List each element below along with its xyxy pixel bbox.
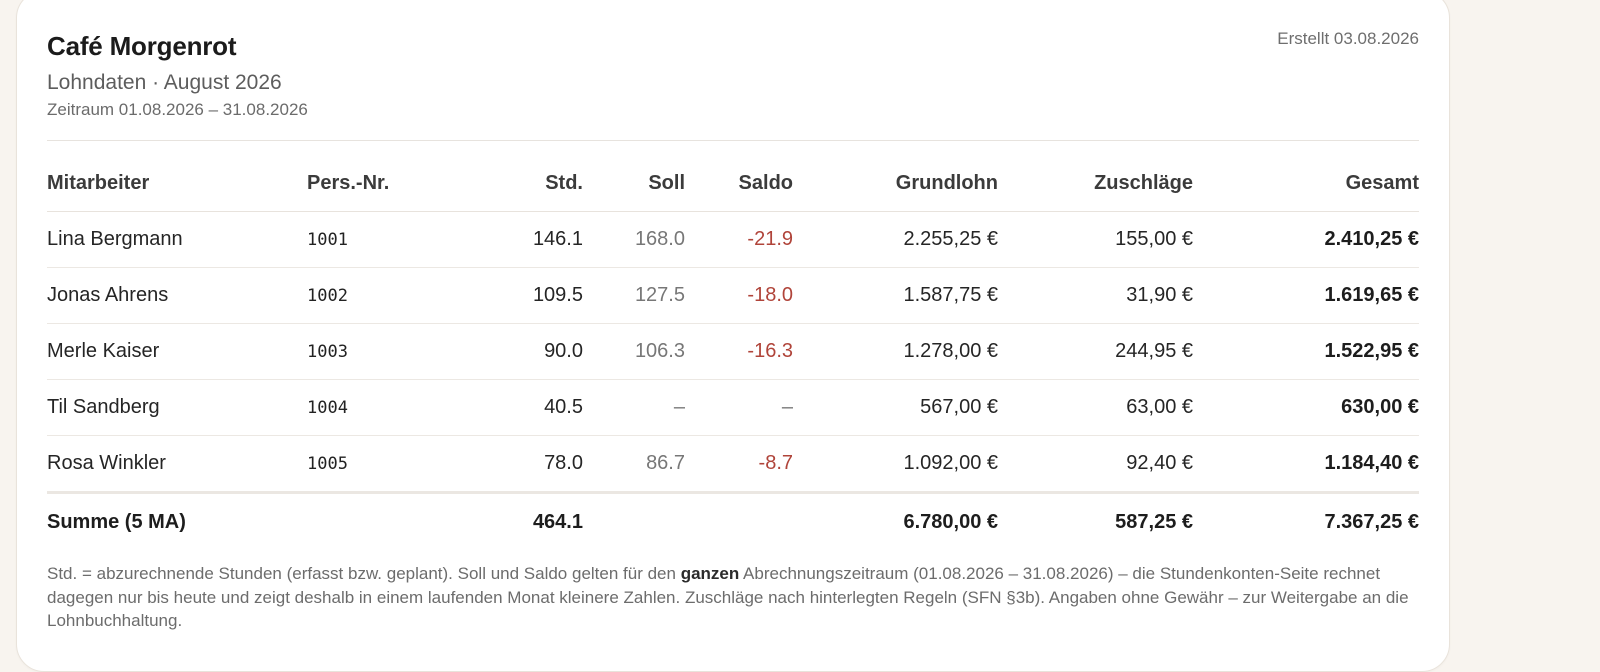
table-row: Merle Kaiser 1003 90.0 106.3 -16.3 1.278… (47, 323, 1419, 380)
company-name: Café Morgenrot (47, 31, 237, 61)
cell-hours: 146.1 (427, 211, 583, 268)
table-row: Til Sandberg 1004 40.5 – – 567,00 € 63,0… (47, 379, 1419, 436)
summary-label: Summe (5 MA) (47, 511, 186, 533)
cell-hours: 40.5 (427, 379, 583, 436)
cell-balance: -8.7 (685, 435, 793, 494)
cell-hours: 78.0 (427, 435, 583, 494)
cell-balance: – (685, 379, 793, 436)
col-header-base-pay: Grundlohn (793, 156, 998, 212)
cell-hours: 109.5 (427, 267, 583, 324)
cell-hours: 90.0 (427, 323, 583, 380)
summary-row: Summe (5 MA) 464.1 6.780,00 € 587,25 € 7… (47, 493, 1419, 552)
cell-pers-nr: 1002 (307, 267, 427, 324)
cell-pers-nr: 1001 (307, 211, 427, 268)
footnote-text-end: Abrechnungszeitraum (01.08.2026 – 31.08.… (47, 564, 1409, 630)
summary-hours: 464.1 (532, 511, 583, 533)
report-header: Café Morgenrot Lohndaten · August 2026 Z… (47, 29, 1419, 139)
table-header-row: Mitarbeiter Pers.-Nr. Std. Soll Saldo Gr… (47, 156, 1419, 212)
cell-pers-nr: 1003 (307, 323, 427, 380)
cell-target: 127.5 (583, 267, 685, 324)
cell-base-pay: 2.255,25 € (793, 211, 998, 268)
summary-empty-balance (685, 493, 793, 552)
cell-total: 1.184,40 € (1193, 435, 1419, 494)
cell-surcharges: 92,40 € (998, 435, 1193, 494)
footnote: Std. = abzurechnende Stunden (erfasst bz… (47, 562, 1427, 633)
table-row: Rosa Winkler 1005 78.0 86.7 -8.7 1.092,0… (47, 435, 1419, 494)
cell-surcharges: 244,95 € (998, 323, 1193, 380)
cell-target: 106.3 (583, 323, 685, 380)
cell-base-pay: 1.278,00 € (793, 323, 998, 380)
cell-pers-nr: 1004 (307, 379, 427, 436)
cell-surcharges: 31,90 € (998, 267, 1193, 324)
cell-surcharges: 155,00 € (998, 211, 1193, 268)
report-period: Zeitraum 01.08.2026 – 31.08.2026 (47, 100, 308, 119)
cell-employee: Rosa Winkler (47, 435, 307, 494)
col-header-surcharges: Zuschläge (998, 156, 1193, 212)
col-header-pers-nr: Pers.-Nr. (307, 156, 427, 212)
cell-pers-nr: 1005 (307, 435, 427, 494)
cell-target: 86.7 (583, 435, 685, 494)
summary-empty-target (583, 493, 685, 552)
table-row: Lina Bergmann 1001 146.1 168.0 -21.9 2.2… (47, 211, 1419, 268)
summary-empty-pers-nr (307, 493, 427, 552)
cell-balance: -16.3 (685, 323, 793, 380)
cell-total: 2.410,25 € (1193, 211, 1419, 268)
payroll-card: Café Morgenrot Lohndaten · August 2026 Z… (16, 0, 1450, 672)
created-date: Erstellt 03.08.2026 (1277, 29, 1419, 48)
col-header-total: Gesamt (1193, 156, 1419, 212)
cell-total: 1.522,95 € (1193, 323, 1419, 380)
report-subtitle: Lohndaten · August 2026 (47, 71, 282, 94)
cell-total: 1.619,65 € (1193, 267, 1419, 324)
col-header-employee: Mitarbeiter (47, 156, 307, 212)
cell-surcharges: 63,00 € (998, 379, 1193, 436)
cell-total: 630,00 € (1193, 379, 1419, 436)
summary-total: 7.367,25 € (1324, 511, 1419, 533)
col-header-target: Soll (583, 156, 685, 212)
col-header-hours: Std. (427, 156, 583, 212)
cell-employee: Til Sandberg (47, 379, 307, 436)
col-header-balance: Saldo (685, 156, 793, 212)
cell-employee: Merle Kaiser (47, 323, 307, 380)
cell-target: – (583, 379, 685, 436)
cell-base-pay: 1.092,00 € (793, 435, 998, 494)
cell-base-pay: 1.587,75 € (793, 267, 998, 324)
summary-surcharges: 587,25 € (1115, 511, 1193, 533)
table-row: Jonas Ahrens 1002 109.5 127.5 -18.0 1.58… (47, 267, 1419, 324)
cell-employee: Jonas Ahrens (47, 267, 307, 324)
payroll-table: Mitarbeiter Pers.-Nr. Std. Soll Saldo Gr… (47, 156, 1419, 551)
cell-employee: Lina Bergmann (47, 211, 307, 268)
cell-target: 168.0 (583, 211, 685, 268)
footnote-emphasis: ganzen (680, 564, 740, 583)
cell-balance: -18.0 (685, 267, 793, 324)
header-divider (47, 140, 1419, 141)
cell-base-pay: 567,00 € (793, 379, 998, 436)
summary-base-pay: 6.780,00 € (903, 511, 998, 533)
cell-balance: -21.9 (685, 211, 793, 268)
footnote-text-start: Std. = abzurechnende Stunden (erfasst bz… (47, 564, 681, 583)
